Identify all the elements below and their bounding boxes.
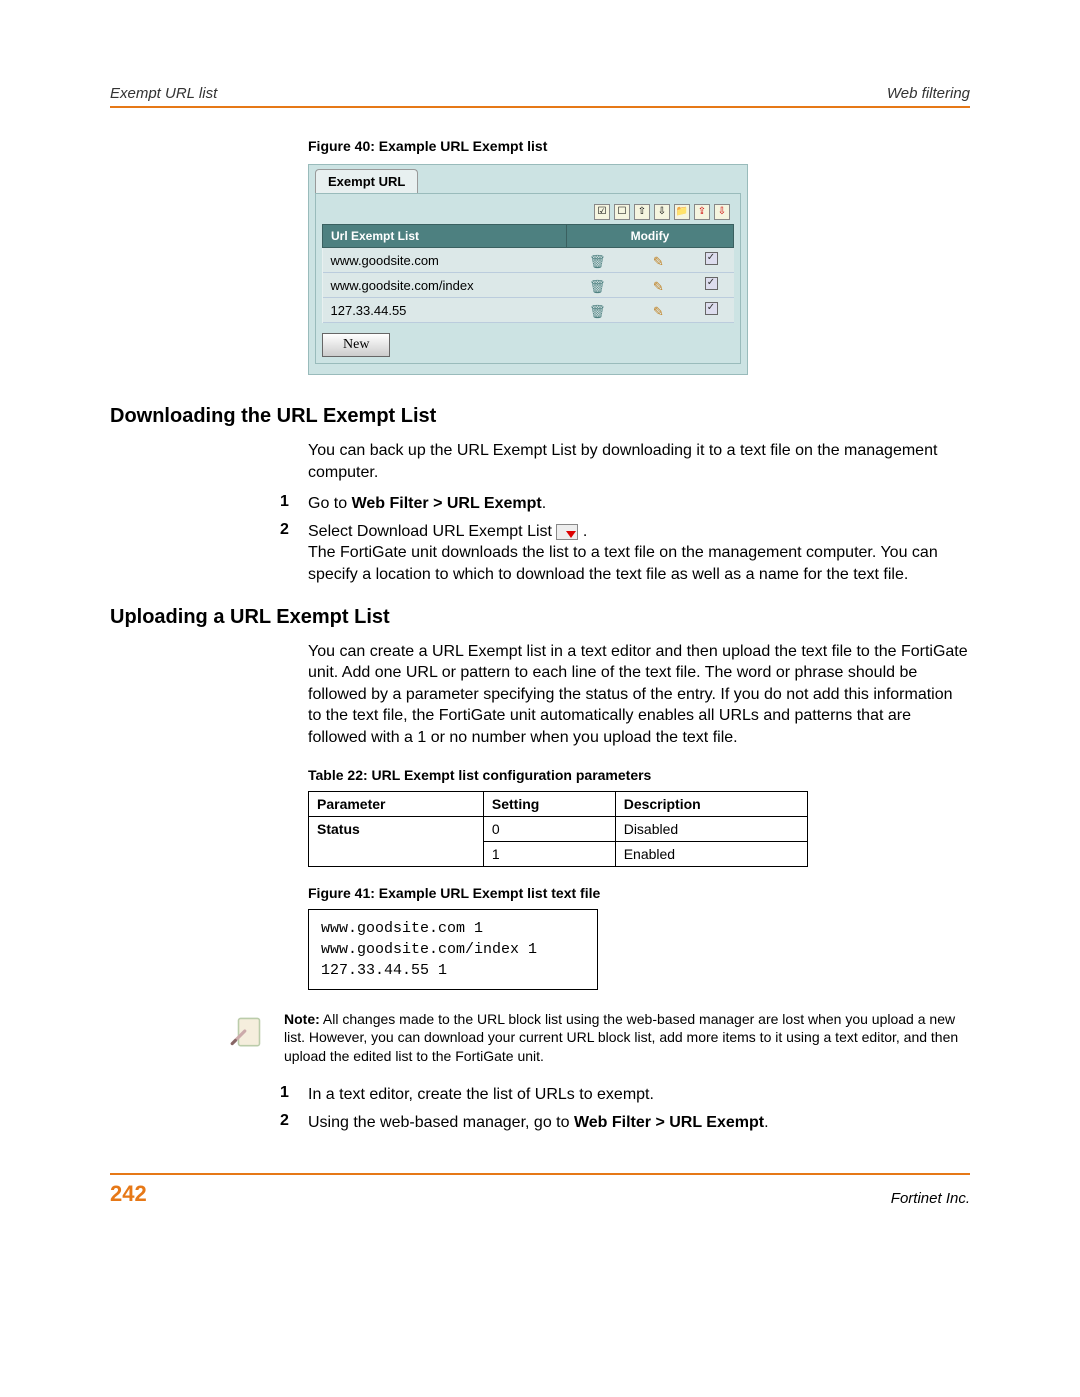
step1-bold: Web Filter > URL Exempt [352, 495, 542, 512]
figure41-caption: Figure 41: Example URL Exempt list text … [308, 885, 970, 901]
toolbar-icon-2[interactable]: ☐ [614, 204, 630, 220]
toolbar-icon-1[interactable]: ☑ [594, 204, 610, 220]
toolbar-download-icon[interactable]: ⇩ [714, 204, 730, 220]
download-list-icon [556, 524, 578, 540]
enable-checkbox[interactable] [705, 302, 718, 315]
note-icon [228, 1010, 270, 1052]
page-number: 242 [110, 1181, 147, 1207]
step1-post: . [542, 495, 546, 512]
edit-icon[interactable]: ✎ [650, 279, 666, 293]
enable-checkbox[interactable] [705, 277, 718, 290]
code-line: 127.33.44.55 1 [321, 960, 585, 981]
step2-text-a: Select Download URL Exempt List [308, 523, 556, 540]
toolbar-up-icon[interactable]: ⇧ [634, 204, 650, 220]
param-table: Parameter Setting Description Status 0 D… [308, 791, 808, 867]
edit-icon[interactable]: ✎ [650, 254, 666, 268]
upload-steps: 1 In a text editor, create the list of U… [280, 1084, 970, 1133]
page-header: Exempt URL list Web filtering [110, 85, 970, 108]
th-description: Description [615, 791, 807, 816]
td-description: Enabled [615, 841, 807, 866]
th-parameter: Parameter [309, 791, 484, 816]
download-steps: 1 Go to Web Filter > URL Exempt. 2 Selec… [280, 493, 970, 585]
url-cell: 127.33.44.55 [323, 298, 567, 323]
table22-caption: Table 22: URL Exempt list configuration … [308, 767, 970, 783]
step-number: 2 [280, 521, 308, 586]
figure40-caption: Figure 40: Example URL Exempt list [308, 138, 970, 154]
note-block: Note: All changes made to the URL block … [228, 1010, 970, 1067]
table-row: www.goodsite.com/index 🗑 ✎ [323, 273, 734, 298]
toolbar-upload-icon[interactable]: ⇪ [694, 204, 710, 220]
upload-step2-bold: Web Filter > URL Exempt [574, 1114, 764, 1131]
new-button[interactable]: New [322, 333, 390, 357]
col-modify-header: Modify [566, 225, 733, 248]
code-line: www.goodsite.com 1 [321, 918, 585, 939]
td-setting: 0 [483, 816, 615, 841]
section-downloading-title: Downloading the URL Exempt List [110, 405, 970, 428]
note-label: Note: [284, 1011, 320, 1027]
toolbar: ☑ ☐ ⇧ ⇩ 📁 ⇪ ⇩ [322, 200, 734, 224]
url-cell: www.goodsite.com [323, 248, 567, 273]
header-right: Web filtering [887, 85, 970, 102]
table-row: 127.33.44.55 🗑 ✎ [323, 298, 734, 323]
step1-pre: Go to [308, 495, 352, 512]
page-footer: 242 Fortinet Inc. [110, 1173, 970, 1207]
upload-step1: In a text editor, create the list of URL… [308, 1084, 970, 1106]
note-body: All changes made to the URL block list u… [284, 1011, 958, 1065]
toolbar-down-icon[interactable]: ⇩ [654, 204, 670, 220]
th-setting: Setting [483, 791, 615, 816]
td-setting: 1 [483, 841, 615, 866]
url-exempt-table: Url Exempt List Modify www.goodsite.com … [322, 224, 734, 323]
code-line: www.goodsite.com/index 1 [321, 939, 585, 960]
step-number: 1 [280, 1084, 308, 1106]
enable-checkbox[interactable] [705, 252, 718, 265]
url-cell: www.goodsite.com/index [323, 273, 567, 298]
exempt-url-screenshot: Exempt URL ☑ ☐ ⇧ ⇩ 📁 ⇪ ⇩ Url Exempt List… [308, 164, 748, 375]
td-parameter: Status [309, 816, 484, 866]
upload-step2-post: . [764, 1114, 768, 1131]
edit-icon[interactable]: ✎ [650, 304, 666, 318]
toolbar-folder-icon[interactable]: 📁 [674, 204, 690, 220]
example-text-file: www.goodsite.com 1 www.goodsite.com/inde… [308, 909, 598, 990]
td-description: Disabled [615, 816, 807, 841]
delete-icon[interactable]: 🗑 [589, 279, 605, 293]
section-uploading-title: Uploading a URL Exempt List [110, 606, 970, 629]
step-number: 1 [280, 493, 308, 515]
exempt-url-tab[interactable]: Exempt URL [315, 169, 418, 193]
delete-icon[interactable]: 🗑 [589, 254, 605, 268]
section2-intro: You can create a URL Exempt list in a te… [308, 641, 970, 749]
delete-icon[interactable]: 🗑 [589, 304, 605, 318]
step2-desc: The FortiGate unit downloads the list to… [308, 544, 938, 583]
step-number: 2 [280, 1112, 308, 1134]
header-left: Exempt URL list [110, 85, 217, 102]
col-url-header: Url Exempt List [323, 225, 567, 248]
table-row: www.goodsite.com 🗑 ✎ [323, 248, 734, 273]
section1-intro: You can back up the URL Exempt List by d… [308, 440, 970, 483]
step2-text-b: . [578, 523, 587, 540]
footer-company: Fortinet Inc. [891, 1190, 970, 1207]
upload-step2-pre: Using the web-based manager, go to [308, 1114, 574, 1131]
